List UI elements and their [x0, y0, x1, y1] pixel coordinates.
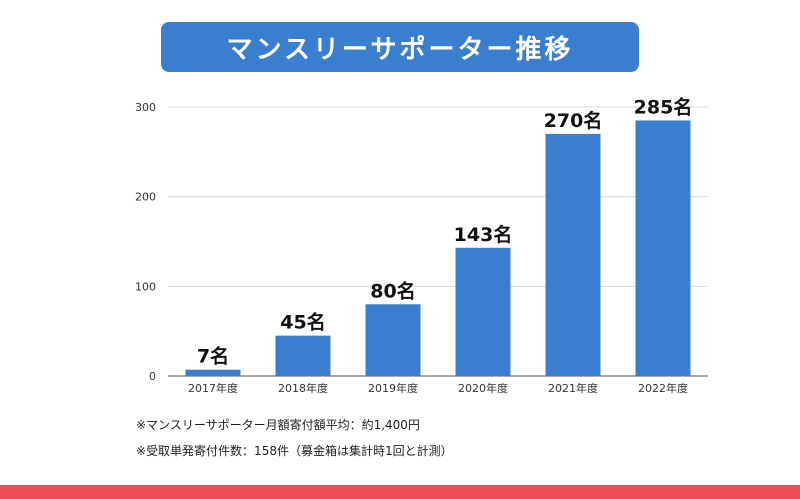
- x-tick-label: 2019年度: [368, 381, 418, 395]
- bar-data-label: 80名: [370, 279, 415, 302]
- bottom-accent-band: [0, 485, 800, 499]
- y-tick-label: 100: [135, 280, 156, 293]
- bar: [365, 304, 421, 376]
- chart-title-banner: マンスリーサポーター推移: [161, 22, 639, 72]
- x-tick-label: 2021年度: [548, 381, 598, 395]
- y-tick-label: 200: [135, 191, 156, 204]
- bar-data-label: 270名: [544, 109, 603, 132]
- x-tick-label: 2018年度: [278, 381, 328, 395]
- chart-title: マンスリーサポーター推移: [226, 34, 574, 65]
- bar-data-label: 285名: [634, 95, 693, 118]
- bar: [635, 120, 691, 376]
- bar-data-label: 7名: [197, 345, 229, 368]
- bar: [455, 247, 511, 376]
- note-single-donations: ※受取単発寄付件数：158件（募金箱は集計時1回と計測）: [136, 444, 453, 458]
- x-tick-label: 2017年度: [188, 381, 238, 395]
- bar-data-label: 45名: [280, 311, 325, 334]
- bar-data-label: 143名: [454, 223, 513, 246]
- bar: [545, 133, 601, 376]
- y-tick-label: 0: [149, 370, 156, 383]
- x-tick-label: 2020年度: [458, 381, 508, 395]
- note-average-donation: ※マンスリーサポーター月額寄付額平均：約1,400円: [136, 418, 420, 432]
- x-tick-label: 2022年度: [638, 381, 688, 395]
- bar: [275, 335, 331, 376]
- bar: [185, 369, 241, 376]
- y-tick-label: 300: [135, 101, 156, 114]
